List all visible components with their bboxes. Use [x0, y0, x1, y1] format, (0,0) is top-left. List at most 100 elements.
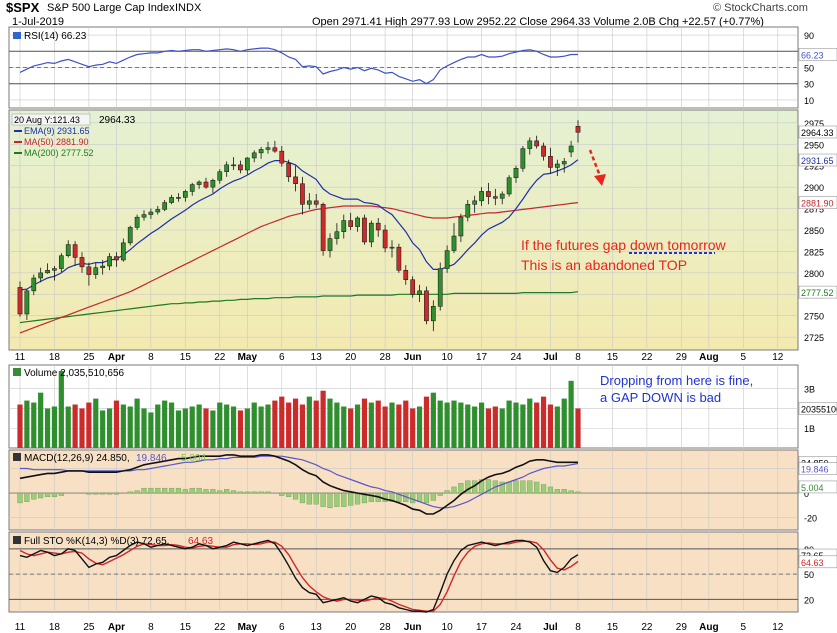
volume-bar — [134, 398, 140, 448]
candle-body — [541, 145, 546, 157]
volume-bar — [375, 400, 381, 448]
macd-histogram-bar — [189, 487, 195, 494]
price-y-tick-label: 2950 — [804, 140, 824, 150]
volume-bar — [279, 396, 285, 448]
candle-body — [444, 250, 450, 269]
candle-body — [368, 222, 374, 243]
volume-bar — [368, 402, 374, 448]
candle-body — [575, 126, 581, 133]
volume-legend: Volume 2,035,510,656 — [24, 368, 125, 379]
volume-bar — [65, 406, 71, 448]
candle-body — [513, 168, 519, 178]
macd-histogram-bar — [134, 490, 140, 494]
candle-body — [417, 290, 422, 295]
x-tick-label: 11 — [15, 352, 26, 363]
x-tick-label: 29 — [676, 352, 688, 363]
candle-body — [382, 229, 388, 249]
volume-bar — [162, 400, 168, 448]
candle-body — [561, 161, 567, 165]
macd-histogram-bar — [568, 490, 574, 494]
macd-histogram-bar — [210, 489, 216, 494]
volume-bar — [72, 404, 78, 448]
volume-bar — [237, 410, 244, 448]
macd-y-tick-label: 0 — [804, 489, 809, 499]
x-tick-label: 22 — [641, 622, 653, 633]
candle-body — [72, 244, 78, 258]
price-legend-box — [11, 113, 91, 126]
volume-bar — [155, 404, 161, 448]
symbol-title: $SPX — [6, 0, 40, 15]
macd-histogram-bar — [382, 492, 388, 502]
macd-histogram-bar — [348, 492, 354, 506]
quote-summary: Open 2971.41 High 2977.93 Low 2952.22 Cl… — [312, 16, 764, 28]
ma200-legend: MA(200) 2777.52 — [24, 148, 94, 158]
macd-histogram-bar — [506, 481, 512, 494]
volume-bar — [175, 410, 182, 448]
rsi-value-tag: 66.23 — [801, 50, 824, 60]
volume-bar — [472, 406, 478, 448]
macd-histogram-bar — [196, 487, 202, 494]
candle-body — [182, 191, 188, 198]
macd-histogram-bar — [38, 492, 44, 499]
ma50-value-tag-box — [798, 196, 837, 209]
volume-bar — [58, 370, 64, 448]
volume-bar — [485, 408, 492, 448]
x-tick-label: 18 — [49, 352, 61, 363]
volume-bar — [100, 410, 106, 448]
candle-body — [554, 163, 560, 168]
x-tick-label: 28 — [380, 352, 392, 363]
volume-bar — [31, 402, 37, 448]
volume-bar — [106, 408, 113, 448]
candle-body — [141, 214, 147, 218]
candle-body — [458, 216, 464, 237]
volume-bar — [299, 404, 306, 448]
x-tick-label: 8 — [148, 622, 154, 633]
candle-body — [279, 150, 285, 164]
volume-value-tag: 2035510656 — [801, 404, 837, 414]
macd-histogram-bar — [554, 489, 560, 494]
macd-histogram-bar — [396, 492, 402, 502]
ema9-line — [19, 159, 579, 291]
volume-bar — [527, 398, 533, 448]
macd-signal-line — [20, 455, 579, 509]
macd-legend-icon — [13, 453, 21, 461]
macd-histogram-bar — [478, 479, 485, 494]
macd-histogram-bar — [155, 487, 161, 494]
macd-histogram-bar — [292, 492, 299, 500]
x-tick-label: May — [238, 622, 258, 633]
macd-histogram-bar — [430, 492, 436, 501]
macd-histogram-bar — [540, 484, 547, 494]
x-tick-label: 6 — [279, 622, 285, 633]
exchange-label: INDX — [175, 2, 202, 14]
candle-body — [38, 272, 44, 279]
macd-histogram-bar — [244, 491, 250, 494]
candle-body — [286, 162, 292, 178]
annotation-volume-line2: a GAP DOWN is bad — [600, 390, 721, 405]
macd-legend-signal: 19.846 — [136, 453, 167, 464]
candle-body — [348, 220, 354, 227]
candle-body — [127, 227, 133, 244]
macd-signal-tag: 19.846 — [801, 465, 829, 475]
candle-body — [548, 156, 553, 168]
price-y-tick-label: 2825 — [804, 247, 824, 257]
price-legend-crosshair: 20 Aug Y:121.43 — [14, 115, 80, 125]
volume-bar — [286, 402, 292, 448]
macd-histogram-bar — [93, 492, 99, 495]
macd-histogram-bar — [182, 489, 188, 494]
volume-bar — [38, 392, 44, 448]
macd-histogram-bar — [444, 490, 450, 494]
candle-body — [437, 268, 443, 307]
rsi-y-tick-label: 10 — [804, 96, 814, 106]
x-tick-label: Jul — [543, 622, 558, 633]
volume-bar — [230, 406, 237, 448]
macd-histogram-bar — [279, 492, 285, 496]
x-tick-label: 5 — [741, 622, 747, 633]
macd-histogram-bar — [485, 479, 492, 494]
macd-histogram-bar — [127, 491, 133, 494]
macd-histogram-bar — [368, 492, 374, 502]
candle-body — [217, 171, 223, 181]
macd-histogram-bar — [251, 491, 257, 494]
volume-bar — [51, 406, 58, 448]
candle-body — [155, 209, 161, 213]
